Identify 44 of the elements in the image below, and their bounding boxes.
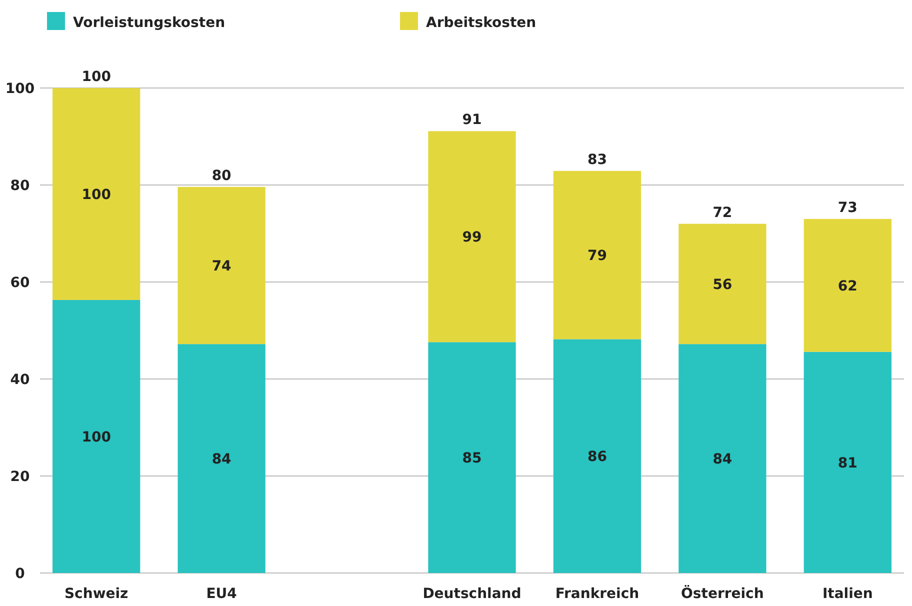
annotation: 56 (712, 276, 732, 293)
x-tick-label: EU4 (206, 586, 238, 602)
total-label: 91 (462, 112, 482, 128)
annotation: 84 (712, 452, 732, 468)
bar (678, 344, 766, 573)
total-label: 80 (212, 168, 232, 184)
y-tick-label: 20 (10, 469, 30, 485)
total-label: 73 (838, 200, 858, 216)
bar (428, 342, 516, 573)
y-tick-label: 80 (10, 178, 30, 194)
y-tick-label: 100 (5, 81, 35, 97)
annotation: 62 (838, 278, 858, 294)
total-label: 100 (82, 69, 112, 85)
x-tick-label: Schweiz (64, 586, 128, 602)
y-tick-label: 60 (10, 275, 30, 291)
bar (428, 131, 516, 342)
total-label: 83 (587, 152, 607, 168)
annotation: 100 (82, 186, 112, 203)
annotation: 100 (82, 429, 112, 446)
bar (52, 300, 140, 573)
bar (178, 186, 266, 344)
annotation: 84 (212, 452, 232, 468)
x-tick-label: Deutschland (422, 586, 522, 602)
legend-label: Arbeitskosten (426, 15, 536, 31)
annotation: 85 (462, 450, 482, 467)
annotation: 99 (462, 230, 482, 246)
bar (553, 170, 642, 340)
annotation: 86 (587, 449, 607, 466)
x-tick-label: Frankreich (555, 586, 640, 602)
total-label: 72 (712, 204, 732, 221)
annotation: 81 (838, 455, 858, 472)
bar (553, 339, 642, 573)
bar (804, 218, 892, 352)
bar (804, 352, 892, 573)
x-tick-label: Österreich (681, 585, 764, 602)
bar (178, 344, 266, 573)
y-tick-label: 40 (10, 372, 30, 388)
y-tick-label: 0 (15, 566, 26, 582)
annotation: 74 (212, 258, 232, 275)
legend-label: Vorleistungskosten (73, 15, 226, 31)
bar (678, 224, 766, 344)
bar (52, 88, 140, 300)
x-tick-label: Italien (822, 586, 873, 602)
annotation: 79 (587, 248, 607, 264)
